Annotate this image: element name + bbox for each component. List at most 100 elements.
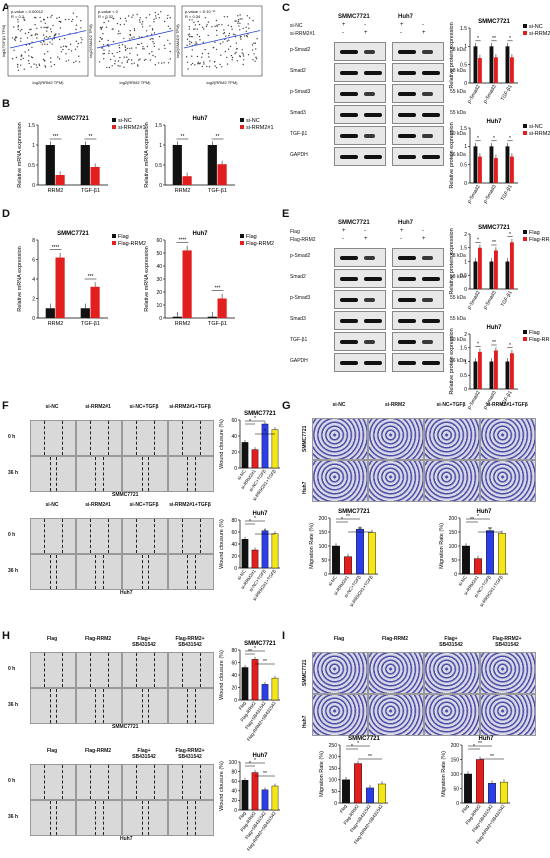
- legend-swatch: [112, 125, 116, 129]
- scatter-point: [65, 45, 67, 47]
- scatter-point: [114, 63, 116, 65]
- significance-label: *: [249, 419, 251, 425]
- bar: [261, 530, 269, 569]
- scatter-point: [20, 55, 22, 57]
- panel-letter-h: H: [2, 630, 10, 642]
- scatter-point: [44, 66, 47, 68]
- scatter-point: [29, 29, 31, 31]
- scatter-point: [141, 36, 143, 38]
- y-tick-label: 0: [234, 466, 237, 472]
- wound-edge-line: [136, 653, 138, 687]
- protein-band: [340, 91, 358, 96]
- kda-label: 55 kDa: [450, 295, 466, 301]
- scatter-point: [228, 34, 230, 37]
- significance-label: ***: [215, 286, 221, 292]
- scatter-point: [241, 18, 243, 20]
- column-label: si-RRM2#1+TGFβ: [169, 502, 211, 508]
- row-label: Huh7: [302, 481, 308, 495]
- row-label: 36 h: [8, 470, 19, 476]
- wound-image: [30, 688, 76, 724]
- x-tick-label: si-NC: [236, 568, 247, 581]
- scatter-point: [17, 63, 19, 66]
- scatter-point: [251, 49, 254, 51]
- protein-band: [364, 276, 382, 281]
- scatter-point: [124, 46, 127, 48]
- wound-edge-line: [182, 765, 184, 799]
- scatter-point: [152, 41, 154, 43]
- cell-line-label: SMMC7721: [338, 220, 370, 226]
- significance-label: **: [216, 134, 220, 140]
- wound-edge-line: [142, 801, 144, 835]
- scatter-point: [212, 47, 214, 49]
- scatter-point: [20, 55, 23, 57]
- bar: [505, 146, 510, 183]
- kda-label: 58 kDa: [450, 253, 466, 259]
- y-tick-label: 60: [231, 660, 237, 666]
- y-tick-label: 10: [156, 303, 162, 309]
- scatter-point: [31, 41, 33, 43]
- y-tick-label: 150: [449, 530, 458, 536]
- scatter-point: [197, 61, 199, 63]
- scatter-point: [43, 37, 46, 39]
- blot-strip: [392, 105, 444, 124]
- scatter-point: [133, 62, 135, 64]
- y-tick-label: 150: [319, 530, 328, 536]
- row-label: 0 h: [8, 778, 16, 784]
- scatter-point: [154, 63, 157, 66]
- scatter-point: [214, 41, 216, 43]
- scatter-point: [22, 57, 24, 59]
- scatter-point: [186, 61, 189, 64]
- scatter-point: [111, 52, 114, 55]
- scatter-point: [100, 27, 103, 29]
- wound-edge-line: [186, 689, 188, 723]
- scatter-point: [126, 60, 129, 62]
- p-value-label: p-value < 0: [98, 9, 119, 14]
- wound-image: [168, 652, 214, 688]
- y-tick-label: 1.5: [155, 123, 162, 129]
- scatter-point: [36, 27, 38, 29]
- scatter-point: [161, 62, 163, 64]
- transwell-image: [368, 694, 424, 736]
- scatter-point: [216, 24, 218, 26]
- scatter-point: [129, 38, 131, 40]
- scatter-point: [140, 42, 143, 44]
- sign-mark: +: [364, 236, 368, 242]
- significance-label: *: [249, 761, 251, 767]
- scatter-point: [65, 46, 68, 48]
- x-tick-label: p-Smad3: [482, 184, 497, 205]
- scatter-point: [103, 49, 105, 51]
- wound-image: [122, 764, 168, 800]
- significance-label: *: [254, 516, 256, 522]
- scatter-point: [151, 28, 154, 30]
- blot-strip: [334, 248, 386, 267]
- scatter-point: [138, 19, 141, 21]
- scatter-point: [129, 30, 131, 32]
- significance-label: *: [509, 343, 511, 349]
- protein-band: [364, 154, 382, 159]
- scatter-point: [17, 21, 19, 23]
- blot-strip: [334, 311, 386, 330]
- scatter-point: [44, 60, 46, 62]
- legend-swatch: [112, 118, 116, 122]
- blot-strip: [392, 248, 444, 267]
- y-tick-label: 20: [156, 290, 162, 296]
- wound-edge-line: [142, 689, 144, 723]
- scatter-point: [235, 42, 238, 44]
- scatter-point: [218, 24, 220, 26]
- scatter-point: [53, 36, 55, 38]
- y-tick-label: 1.5: [28, 123, 35, 129]
- scatter-point: [49, 35, 51, 38]
- row-label: SMMC7721: [302, 659, 308, 686]
- bar: [478, 156, 482, 183]
- scatter-point: [107, 20, 110, 22]
- legend-label: si-RRM2#1: [529, 131, 550, 137]
- scatter-point: [203, 28, 205, 30]
- scatter-point: [149, 38, 151, 40]
- x-tick-label: Flag+SB431542: [244, 810, 267, 840]
- blot-strip: [392, 42, 444, 61]
- legend-label: si-NC: [246, 118, 260, 124]
- scatter-point: [254, 42, 257, 44]
- x-tick-label: Flag-RRM2+SB431542: [246, 810, 277, 851]
- bar: [498, 533, 506, 575]
- bar: [462, 545, 470, 575]
